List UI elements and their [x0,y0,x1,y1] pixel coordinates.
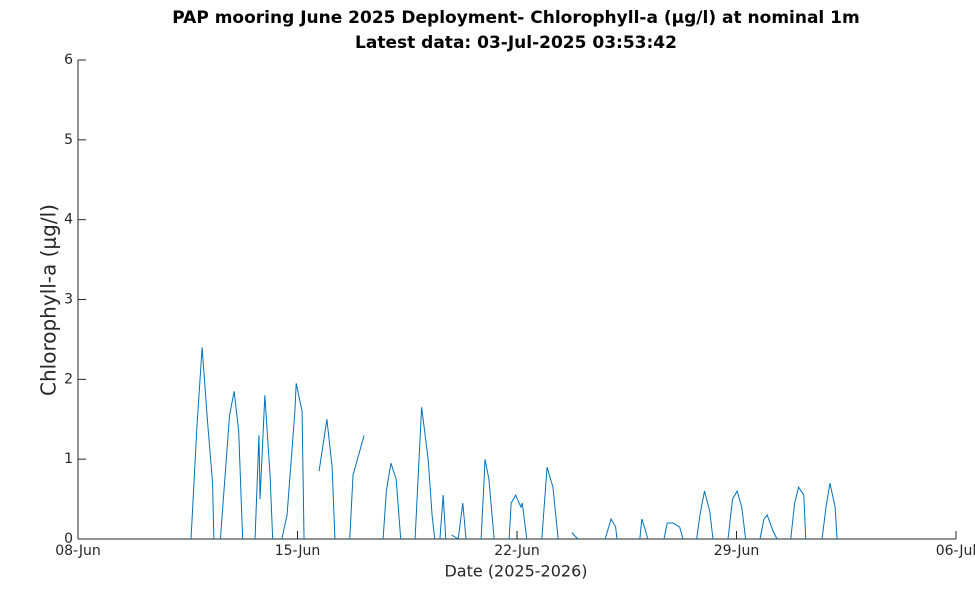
data-line [190,347,838,540]
y-tick-label: 3 [64,292,73,308]
y-tick-label: 2 [64,371,73,387]
x-tick-label: 08-Jun [55,543,101,559]
y-tick-label: 5 [64,132,73,148]
x-tick-label: 29-Jun [714,543,760,559]
x-tick-label: 15-Jun [275,543,321,559]
y-axis-label: Chlorophyll-a (μg/l) [37,204,61,396]
x-tick-label: 22-Jun [494,543,540,559]
chart-title: PAP mooring June 2025 Deployment- Chloro… [172,8,859,28]
x-axis-label: Date (2025-2026) [444,562,587,581]
y-tick-label: 4 [64,212,73,228]
y-tick-label: 1 [64,451,73,467]
chart-subtitle: Latest data: 03-Jul-2025 03:53:42 [355,33,677,53]
y-tick-label: 6 [64,52,73,68]
y-tick-label: 0 [64,531,73,547]
x-tick-label: 06-Jul [936,543,975,559]
